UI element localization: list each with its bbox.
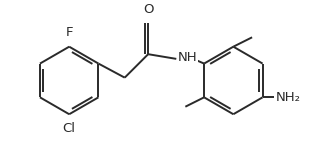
Text: Cl: Cl bbox=[63, 123, 76, 136]
Text: Cl: Cl bbox=[63, 122, 76, 135]
Text: F: F bbox=[66, 25, 73, 38]
Text: F: F bbox=[66, 26, 73, 39]
Text: NH₂: NH₂ bbox=[276, 91, 301, 104]
Text: NH: NH bbox=[178, 51, 198, 64]
Text: O: O bbox=[143, 3, 154, 16]
